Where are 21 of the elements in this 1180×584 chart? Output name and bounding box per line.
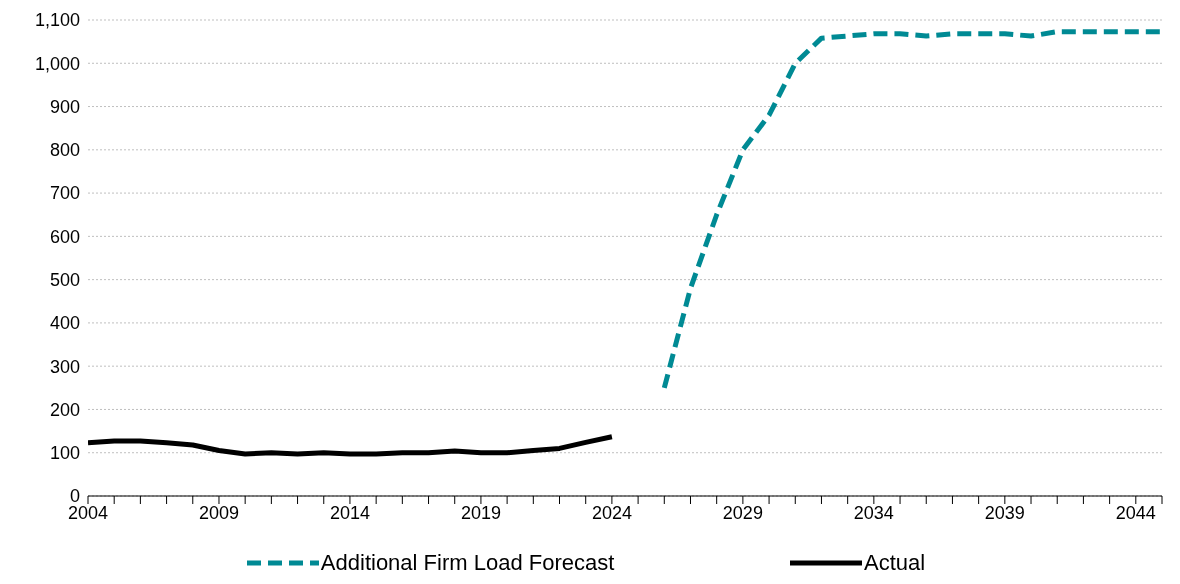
x-tick-label: 2039 (984, 502, 1025, 523)
x-tick-label: 2009 (198, 502, 239, 523)
y-tick-label: 300 (49, 356, 80, 377)
legend-label: Actual (864, 550, 926, 576)
y-tick-label: 600 (49, 226, 80, 247)
x-tick-label: 2044 (1115, 502, 1156, 523)
y-tick-label: 100 (49, 443, 80, 464)
y-tick-label: 800 (49, 140, 80, 161)
legend-label: Additional Firm Load Forecast (320, 550, 615, 576)
x-tick-label: 2024 (591, 502, 632, 523)
x-tick-label: 2014 (329, 502, 370, 523)
y-tick-label: 1,000 (34, 53, 80, 74)
y-tick-label: 200 (49, 399, 80, 420)
x-tick-label: 2034 (853, 502, 894, 523)
y-tick-label: 700 (49, 183, 80, 204)
y-tick-label: 400 (49, 313, 80, 334)
y-tick-label: 900 (49, 96, 80, 117)
y-tick-label: 1,100 (34, 10, 80, 31)
y-tick-label: 500 (49, 270, 80, 291)
x-tick-label: 2029 (722, 502, 763, 523)
x-tick-label: 2019 (460, 502, 501, 523)
